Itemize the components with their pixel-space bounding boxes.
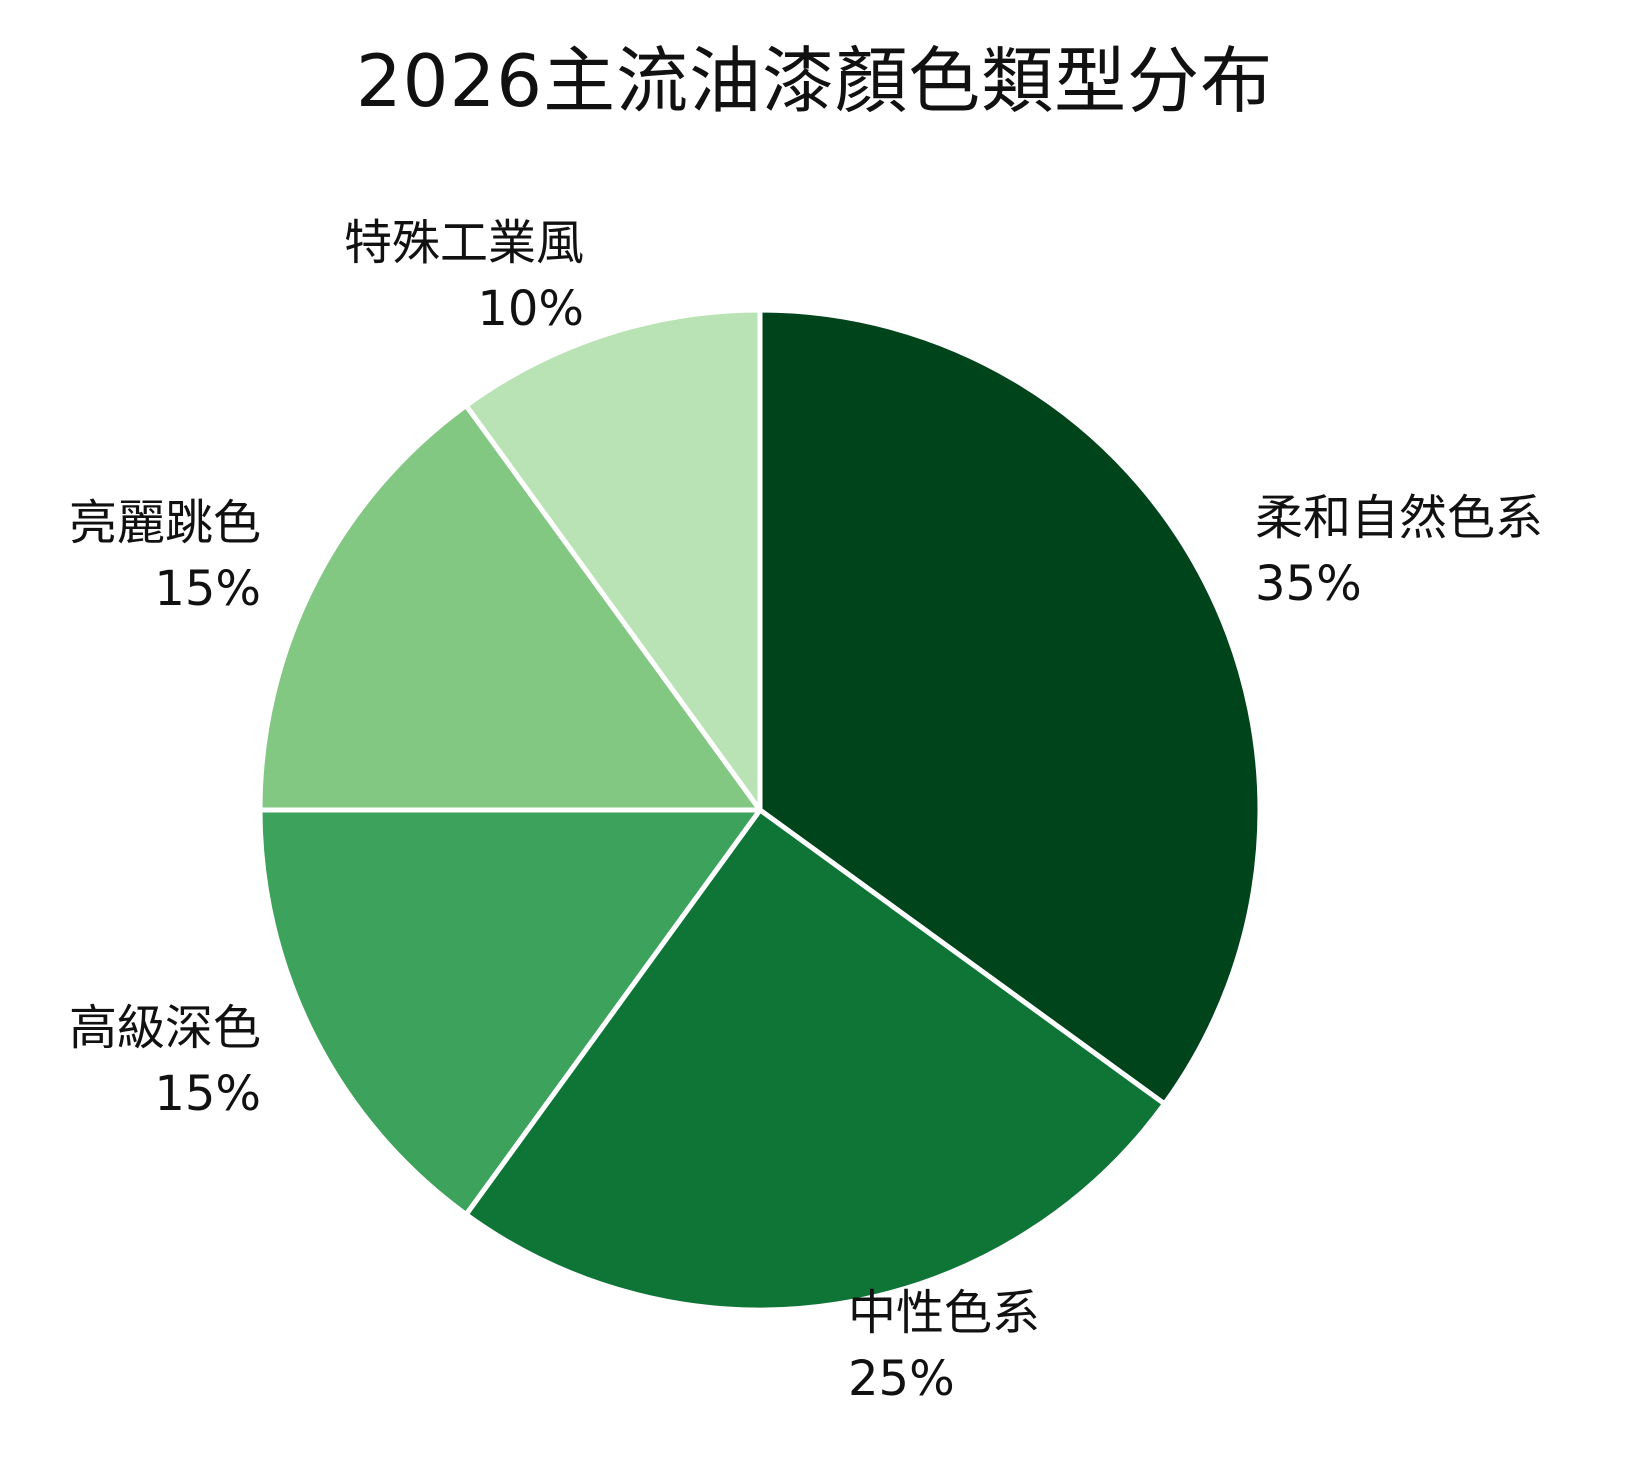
slice-label-4: 特殊工業風 10%	[344, 210, 584, 342]
slice-label-1-name: 中性色系	[848, 1285, 1041, 1341]
pie-slice-4	[463, 307, 763, 813]
chart-title: 2026主流油漆顏色類型分布	[355, 39, 1274, 123]
pie-slice-2	[257, 807, 763, 1218]
slice-label-1: 中性色系 25%	[848, 1280, 1040, 1412]
pie-slice-1	[463, 807, 1168, 1313]
slice-label-3: 亮麗跳色 15%	[69, 490, 261, 622]
slice-label-0: 柔和自然色系 35%	[1255, 485, 1543, 617]
slice-label-4-name: 特殊工業風	[343, 215, 584, 271]
slice-label-2-name: 高級深色	[68, 1000, 261, 1056]
slice-label-2: 高級深色 15%	[69, 995, 261, 1127]
slice-label-4-value: 10%	[477, 281, 584, 337]
slice-label-3-value: 15%	[154, 561, 261, 617]
slice-label-0-name: 柔和自然色系	[1255, 490, 1544, 546]
slice-label-0-value: 35%	[1255, 556, 1362, 612]
pie-slice-3	[257, 402, 763, 813]
slice-label-3-name: 亮麗跳色	[68, 495, 261, 551]
slice-label-1-value: 25%	[848, 1351, 955, 1407]
slice-label-2-value: 15%	[154, 1066, 261, 1122]
pie-slice-0	[757, 307, 1263, 1107]
